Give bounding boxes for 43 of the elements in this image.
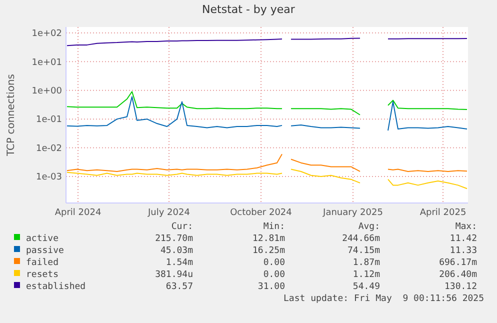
text: 696.17m xyxy=(439,258,477,268)
text: 63.57 xyxy=(166,282,193,292)
text: Avg: xyxy=(358,222,380,232)
text: Min: xyxy=(263,222,285,232)
legend-label: active xyxy=(26,234,59,244)
y-tick-label: 1e-02 xyxy=(36,144,62,154)
text: 12.81m xyxy=(252,234,285,244)
y-tick-label: 1e+01 xyxy=(32,58,62,68)
x-tick-label: October 2024 xyxy=(230,208,292,218)
text: 381.94u xyxy=(155,270,193,280)
legend-label: established xyxy=(26,282,86,292)
text: 45.03m xyxy=(160,246,193,256)
text: 244.66m xyxy=(342,234,380,244)
legend-label: resets xyxy=(26,270,59,280)
text: 31.00 xyxy=(258,282,285,292)
text: 1.54m xyxy=(166,258,193,268)
chart-title: Netstat - by year xyxy=(202,3,296,16)
text: 1.87m xyxy=(352,258,380,268)
y-tick-label: 1e+00 xyxy=(32,86,62,96)
y-axis-title: TCP connections xyxy=(6,74,17,158)
text: Cur: xyxy=(171,222,193,232)
y-tick-label: 1e+02 xyxy=(32,29,62,40)
x-tick-label: April 2025 xyxy=(420,208,466,218)
text: 54.49 xyxy=(352,282,380,292)
text: 206.40m xyxy=(439,270,477,280)
text: 74.15m xyxy=(347,246,380,256)
y-tick-label: 1e-03 xyxy=(36,172,62,183)
text: 130.12 xyxy=(444,282,477,292)
x-tick-label: January 2025 xyxy=(322,208,383,218)
x-tick-label: April 2024 xyxy=(54,208,102,218)
text: 215.70m xyxy=(155,234,193,244)
text: Max: xyxy=(455,222,477,232)
text: 0.00 xyxy=(263,270,285,280)
text: 11.42 xyxy=(450,234,477,244)
text: 16.25m xyxy=(252,246,285,256)
legend-label: passive xyxy=(26,246,64,256)
text: 11.33 xyxy=(450,246,477,256)
x-tick-label: July 2024 xyxy=(147,208,190,218)
legend-label: failed xyxy=(26,258,59,268)
text: 0.00 xyxy=(263,258,285,268)
y-tick-label: 1e-01 xyxy=(36,115,62,126)
text: Last update: Fri May 9 00:11:56 2025 xyxy=(284,294,484,304)
text: 1.12m xyxy=(352,270,380,280)
